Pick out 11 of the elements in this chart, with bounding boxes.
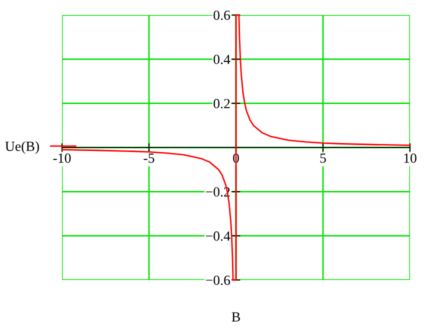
y-tick-label: −0.6 xyxy=(206,276,230,286)
y-tick-label: 0.4 xyxy=(214,54,230,64)
y-tick-label: −0.4 xyxy=(206,231,230,241)
y-tick-label: 0.6 xyxy=(214,10,230,20)
legend-label: Ue(B) xyxy=(5,141,39,154)
y-tick-label: 0.2 xyxy=(214,98,230,108)
x-tick-label: -5 xyxy=(144,154,154,163)
x-tick-label: 5 xyxy=(320,154,326,163)
x-tick-label: -10 xyxy=(53,153,71,163)
x-tick-label: 10 xyxy=(404,153,416,163)
x-axis-title: B xyxy=(232,312,240,322)
